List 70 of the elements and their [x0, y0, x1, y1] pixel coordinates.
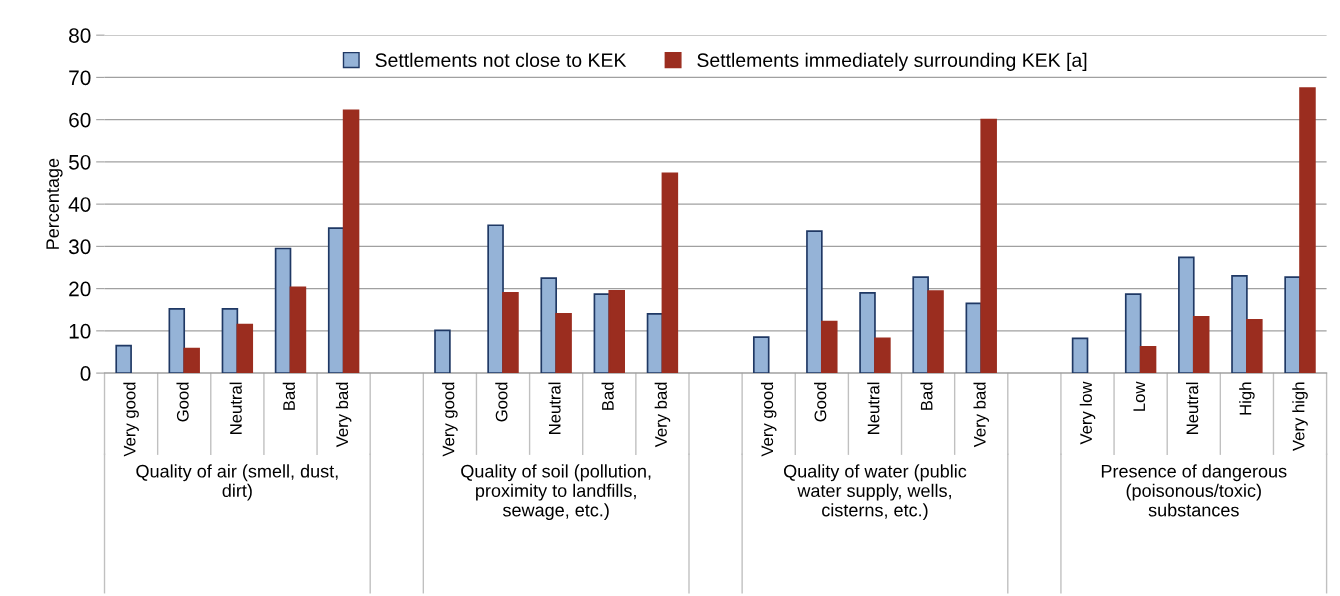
- text: Presence of dangerous (poisonous/toxic) substances: [1101, 464, 1287, 517]
- bar: [1139, 346, 1157, 374]
- bar: [1246, 319, 1263, 374]
- x-tick-label: Bad: [282, 382, 295, 410]
- x-tick-label: Very good: [760, 382, 777, 457]
- bar: [540, 277, 557, 374]
- bar: [752, 336, 770, 374]
- bar: [1231, 275, 1248, 374]
- x-tick-label: Very bad: [654, 382, 671, 448]
- bar: [1192, 316, 1210, 374]
- bar: [168, 308, 186, 374]
- bar: [927, 290, 944, 374]
- x-tick-label: Bad: [601, 382, 614, 410]
- bar: [661, 172, 679, 374]
- bar: [1284, 276, 1301, 374]
- bar: [1124, 293, 1142, 374]
- x-tick-label: Very good: [123, 382, 139, 457]
- bar: [820, 320, 838, 374]
- bar: [806, 230, 823, 374]
- y-tick-label: 30: [68, 239, 91, 255]
- x-tick-label: High: [1239, 382, 1255, 415]
- x-tick-label: Very bad: [973, 382, 989, 448]
- y-tick-label: 70: [69, 70, 91, 86]
- x-tick-label: Neutral: [548, 382, 561, 434]
- bar: [434, 329, 451, 374]
- bar: [115, 344, 132, 374]
- bar: [183, 347, 200, 374]
- x-tick-label: Very good: [442, 382, 458, 457]
- x-tick-label: Low: [1133, 381, 1146, 411]
- bar: [274, 247, 292, 374]
- bar: [1071, 337, 1089, 374]
- bar: [555, 313, 572, 374]
- bar: [1178, 256, 1195, 374]
- y-tick-label: 80: [69, 28, 91, 43]
- bar: [608, 289, 626, 374]
- x-tick-label: Neutral: [1186, 382, 1199, 434]
- x-tick-label: Good: [176, 382, 189, 422]
- x-tick-label: Very low: [1079, 381, 1096, 445]
- x-tick-label: Very high: [1292, 382, 1308, 451]
- x-tick-label: Very bad: [335, 382, 352, 448]
- legend-label: Settlements immediately surrounding KEK [a]: [697, 52, 1087, 71]
- x-tick-label: Bad: [920, 382, 933, 410]
- bar: [487, 224, 504, 374]
- y-tick-label: 40: [68, 197, 91, 212]
- bar: [980, 118, 997, 374]
- y-tick-label: 60: [69, 112, 91, 128]
- bar: [342, 109, 360, 374]
- x-tick-label: Good: [814, 382, 827, 422]
- x-tick-label: Neutral: [229, 382, 242, 434]
- y-axis-title: Percentage: [46, 158, 63, 249]
- y-tick-label: 20: [69, 281, 91, 297]
- y-tick-label: 10: [69, 323, 91, 339]
- bar: [874, 337, 891, 374]
- y-tick-label: 50: [68, 154, 91, 170]
- bar: [236, 323, 254, 374]
- bar: [1299, 87, 1316, 374]
- text: Quality of soil (pollution, proximity to landfills, sewage, etc.): [461, 464, 651, 521]
- bar: [327, 227, 345, 374]
- bar: [646, 313, 664, 374]
- bar: [221, 308, 239, 374]
- bar: [289, 286, 307, 374]
- bar: [859, 292, 876, 374]
- text: Quality of air (smell, dust, dirt): [136, 464, 338, 501]
- bar: [912, 276, 929, 374]
- x-tick-label: Good: [495, 382, 508, 422]
- bar: [502, 292, 519, 374]
- x-tick-label: Neutral: [867, 382, 880, 434]
- legend-label: Settlements not close to KEK: [375, 52, 627, 68]
- text: Quality of water (public water supply, wells, cisterns, etc.): [784, 464, 967, 521]
- y-tick-label: 0: [80, 366, 91, 381]
